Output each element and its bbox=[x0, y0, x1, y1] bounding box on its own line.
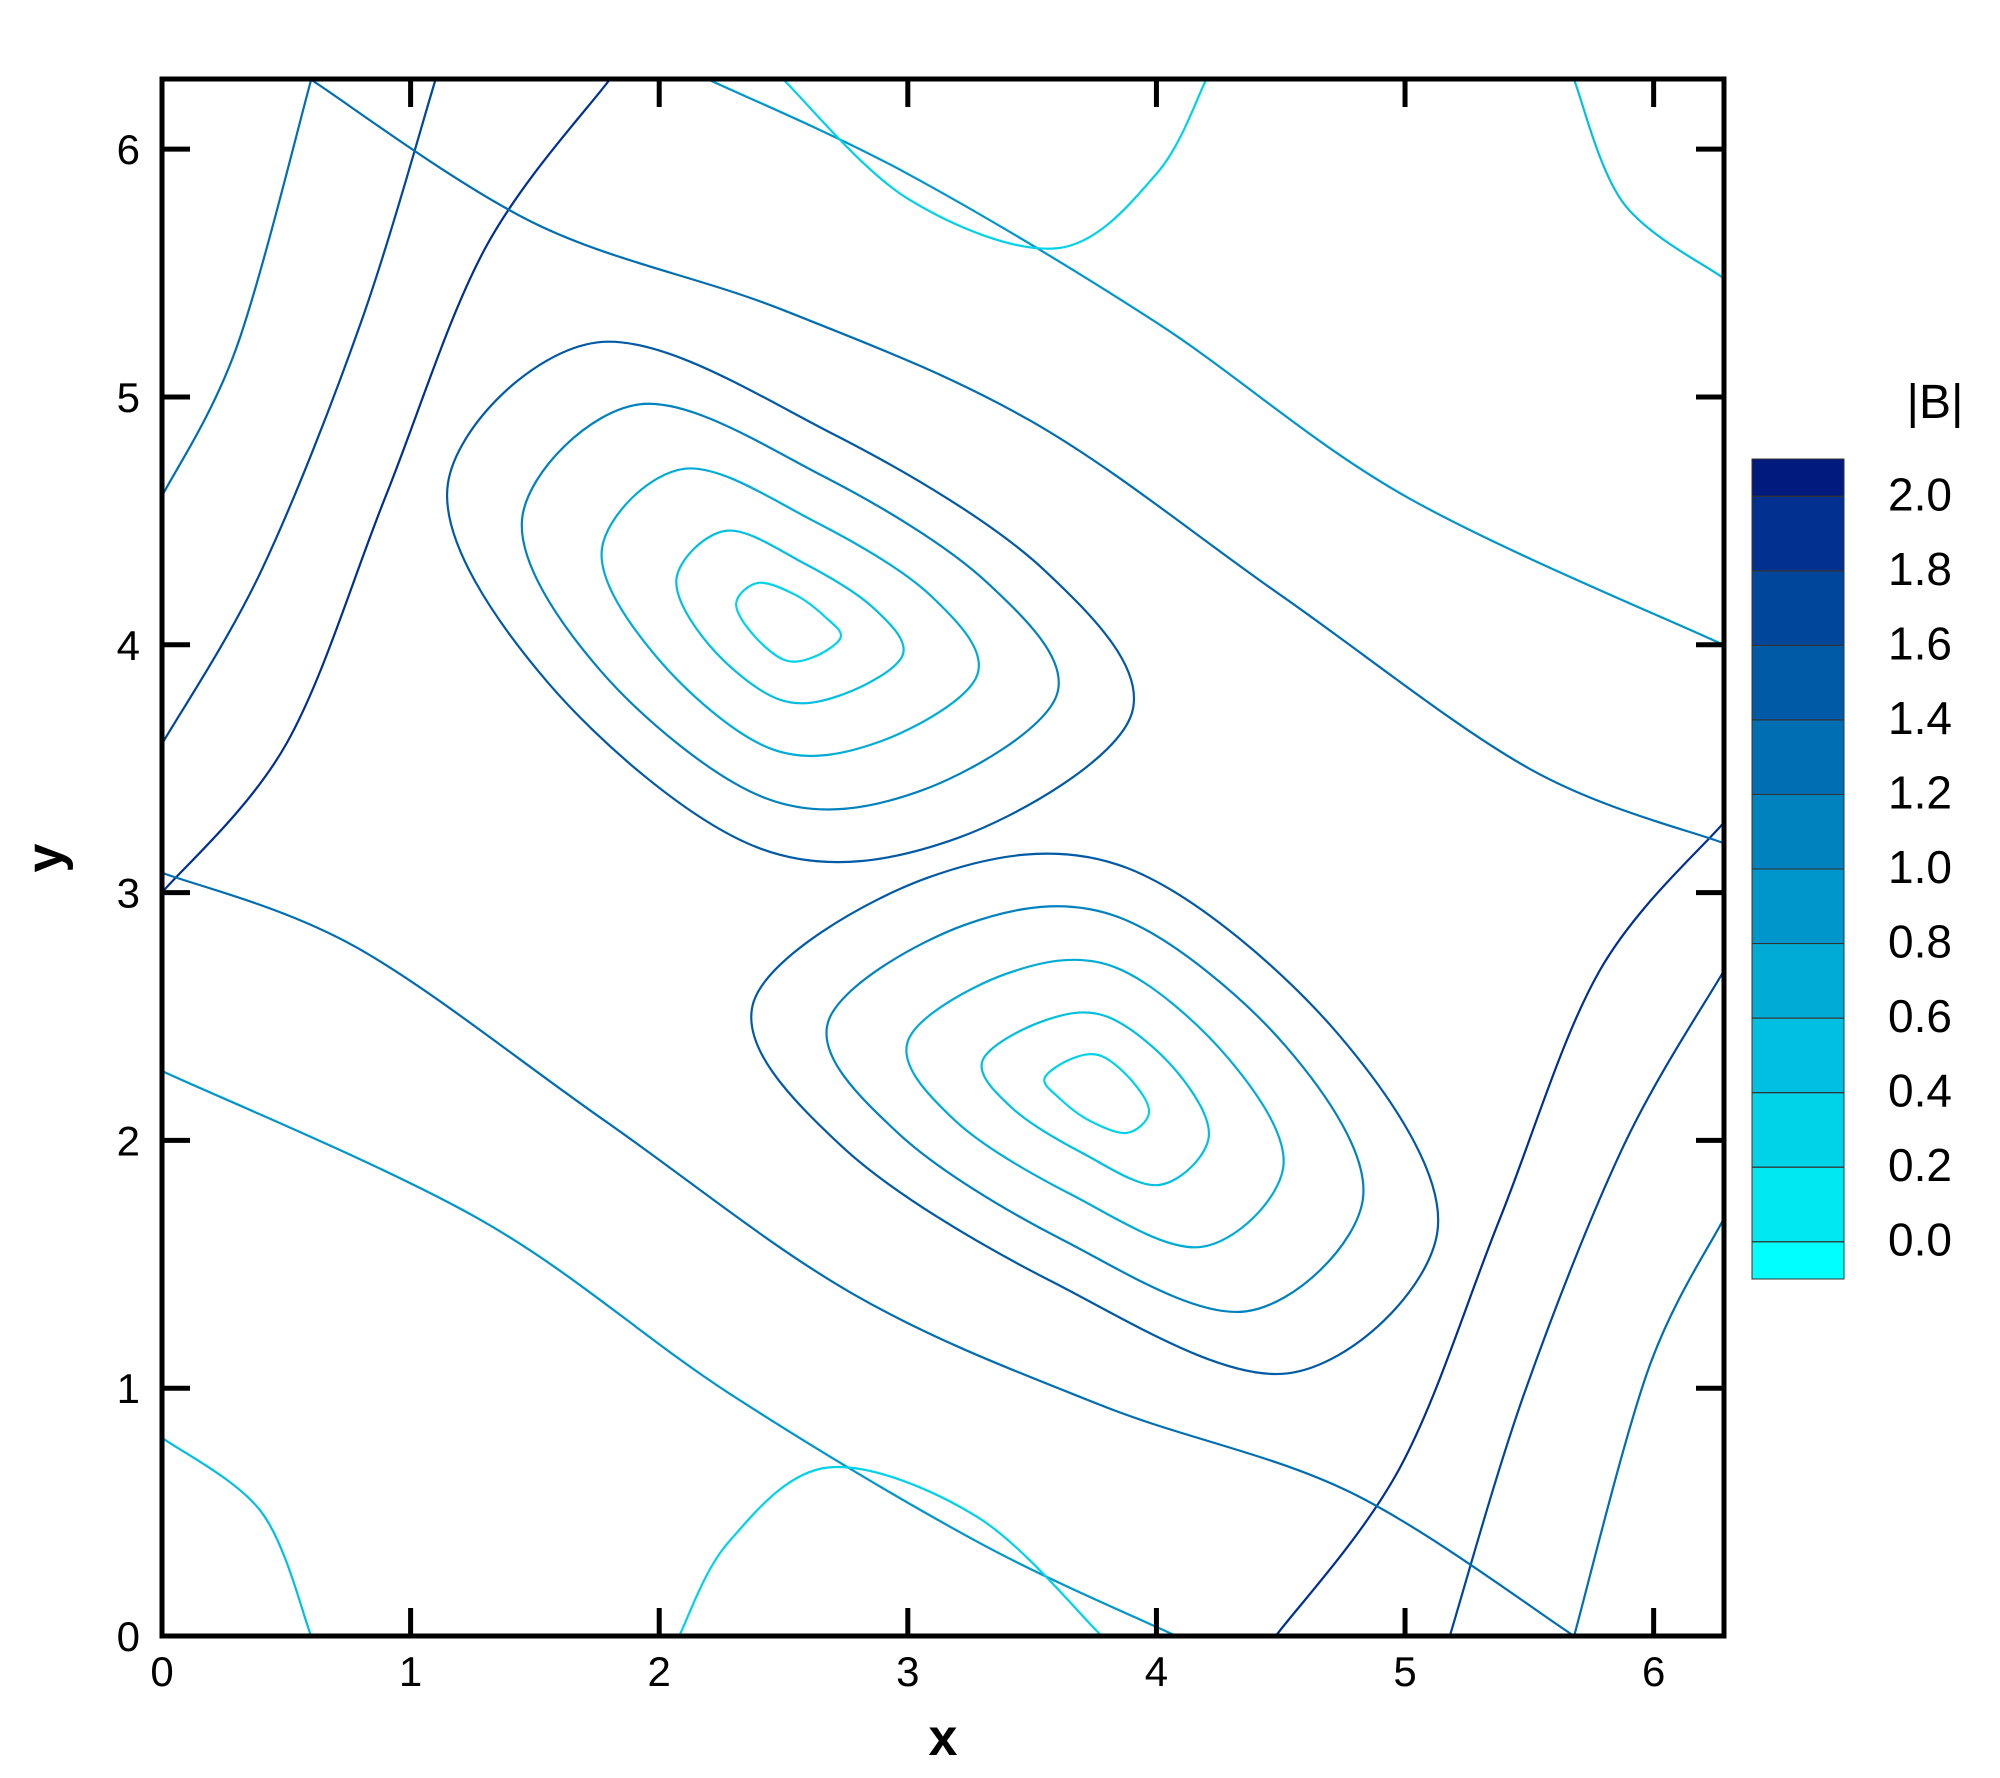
colorbar-tick-label: 2.0 bbox=[1888, 468, 1952, 520]
colorbar-tick-label: 0.6 bbox=[1888, 990, 1952, 1042]
streamline bbox=[708, 79, 1724, 646]
colorbar-band bbox=[1751, 793, 1845, 870]
streamline bbox=[675, 529, 905, 705]
y-tick-label: 3 bbox=[117, 870, 140, 917]
streamline bbox=[1573, 79, 1724, 279]
streamline bbox=[162, 79, 437, 745]
colorbar-tick-label: 0.4 bbox=[1888, 1065, 1952, 1117]
colorbar-band bbox=[1751, 719, 1845, 795]
colorbar-band bbox=[1751, 495, 1845, 572]
colorbar-tick-label: 0.0 bbox=[1888, 1214, 1952, 1266]
streamline bbox=[1274, 822, 1724, 1636]
streamline bbox=[310, 79, 1724, 845]
colorbar-tick-label: 1.4 bbox=[1888, 692, 1952, 744]
streamline bbox=[678, 1465, 1103, 1636]
streamline bbox=[1043, 1053, 1151, 1135]
streamline bbox=[520, 402, 1060, 811]
streamline bbox=[162, 1436, 313, 1636]
colorbar-band bbox=[1751, 1017, 1845, 1094]
streamline bbox=[750, 852, 1440, 1376]
streamline bbox=[600, 467, 980, 758]
colorbar-tick-label: 1.8 bbox=[1888, 543, 1952, 595]
colorbar-tick-label: 0.2 bbox=[1888, 1139, 1952, 1191]
streamline bbox=[162, 1069, 1177, 1636]
x-tick-label: 3 bbox=[896, 1648, 919, 1695]
streamline bbox=[162, 79, 313, 497]
streamlines bbox=[162, 79, 1724, 1636]
x-tick-label: 5 bbox=[1393, 1648, 1416, 1695]
y-tick-label: 2 bbox=[117, 1117, 140, 1164]
colorbar-band bbox=[1751, 943, 1845, 1019]
x-tick-label: 4 bbox=[1145, 1648, 1168, 1695]
streamline bbox=[162, 871, 1575, 1636]
x-axis-label: x bbox=[929, 1709, 958, 1767]
streamline bbox=[445, 340, 1136, 864]
y-axis-label: y bbox=[16, 843, 74, 872]
y-tick-label: 4 bbox=[117, 622, 140, 669]
colorbar-tick-label: 0.8 bbox=[1888, 916, 1952, 968]
streamline bbox=[162, 79, 611, 894]
colorbar-tick-label: 1.6 bbox=[1888, 617, 1952, 669]
colorbar-band bbox=[1751, 1092, 1845, 1168]
colorbar-band bbox=[1751, 458, 1845, 497]
colorbar-tick-label: 1.0 bbox=[1888, 841, 1952, 893]
colorbar-band bbox=[1751, 1241, 1845, 1280]
x-tick-label: 1 bbox=[399, 1648, 422, 1695]
colorbar-band bbox=[1751, 644, 1845, 721]
streamline bbox=[1573, 1219, 1724, 1636]
y-tick-label: 1 bbox=[117, 1365, 140, 1412]
streamline bbox=[1448, 971, 1724, 1636]
colorbar-band bbox=[1751, 1166, 1845, 1243]
y-tick-label: 0 bbox=[117, 1613, 140, 1660]
colorbar-title: |B| bbox=[1907, 376, 1964, 429]
streamline bbox=[980, 1011, 1210, 1187]
streamline bbox=[905, 958, 1285, 1249]
x-tick-label: 0 bbox=[150, 1648, 173, 1695]
x-tick-label: 6 bbox=[1642, 1648, 1665, 1695]
x-tick-label: 2 bbox=[648, 1648, 671, 1695]
colorbar-tick-label: 1.2 bbox=[1888, 766, 1952, 818]
y-tick-label: 5 bbox=[117, 374, 140, 421]
streamline bbox=[735, 581, 843, 663]
colorbar-band bbox=[1751, 868, 1845, 945]
plot-frame bbox=[159, 76, 1727, 1639]
streamline bbox=[825, 905, 1365, 1314]
streamline bbox=[782, 79, 1208, 250]
y-tick-label: 6 bbox=[117, 126, 140, 173]
colorbar-band bbox=[1751, 570, 1845, 646]
